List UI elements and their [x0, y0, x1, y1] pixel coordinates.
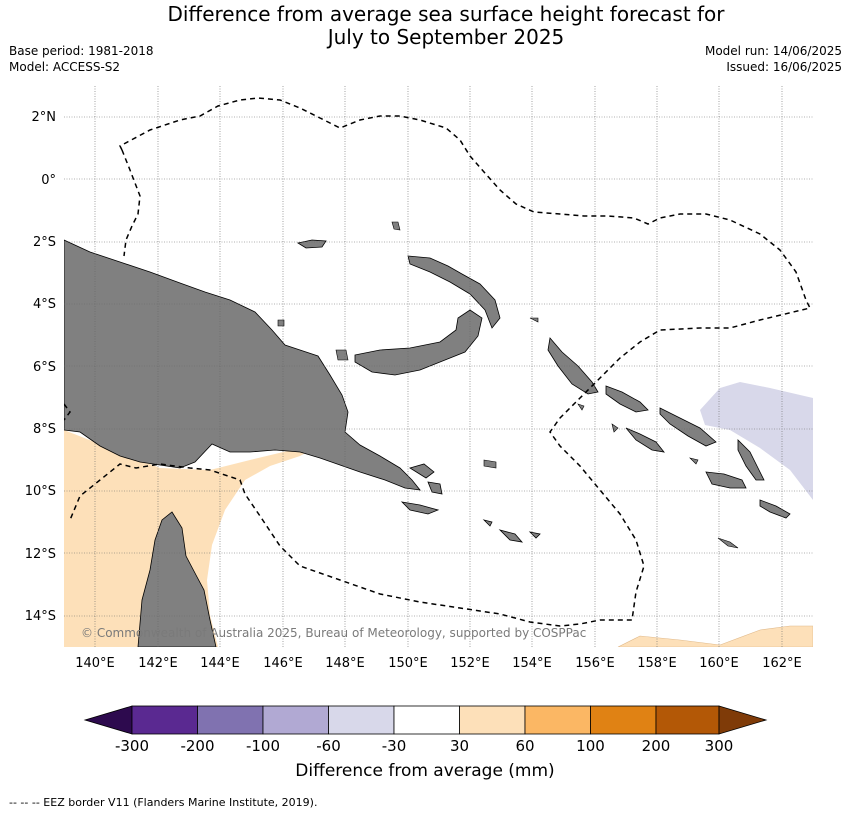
lat-tick-label: 12°S — [25, 547, 56, 562]
colorbar-tick-label: -100 — [246, 737, 280, 755]
land-cape-york — [137, 511, 217, 647]
eez-footnote: -- -- -- EEZ border V11 (Flanders Marine… — [9, 796, 318, 809]
colorbar-segment — [459, 705, 526, 735]
anomaly-negative-east — [700, 382, 813, 500]
colorbar-label: Difference from average (mm) — [295, 761, 555, 781]
colorbar-tick-label: -300 — [115, 737, 149, 755]
anomaly-positive-south — [617, 625, 813, 647]
lon-tick-label: 150°E — [388, 656, 428, 671]
issued-date: Issued: 16/06/2025 — [726, 60, 842, 74]
lon-tick-label: 144°E — [200, 656, 240, 671]
colorbar — [83, 705, 768, 735]
colorbar-segment — [393, 705, 460, 735]
lon-tick-label: 140°E — [75, 656, 115, 671]
eez-border-torres — [64, 403, 71, 421]
copyright-notice: © Commonwealth of Australia 2025, Bureau… — [81, 626, 586, 640]
lon-tick-label: 162°E — [762, 656, 802, 671]
land-makira — [759, 499, 791, 519]
colorbar-tick-label: -200 — [180, 737, 214, 755]
lat-tick-label: 8°S — [33, 422, 56, 437]
title-line-1: Difference from average sea surface heig… — [167, 2, 725, 26]
land-malaita — [737, 439, 765, 481]
lon-axis: 140°E 142°E 144°E 146°E 148°E 150°E 152°… — [75, 656, 802, 671]
colorbar-segment — [328, 705, 395, 735]
anomaly-positive-west — [64, 430, 330, 647]
colorbar-extend-high — [718, 705, 768, 735]
colorbar-tick-label: 60 — [515, 737, 534, 755]
lat-tick-label: 2°S — [33, 235, 56, 250]
lat-tick-label: 2°N — [32, 110, 57, 125]
base-period: Base period: 1981-2018 — [9, 44, 154, 58]
land-choiseul — [605, 385, 649, 413]
lat-tick-label: 4°S — [33, 297, 56, 312]
land-guadalcanal — [705, 471, 747, 489]
lat-tick-label: 0° — [41, 173, 56, 188]
colorbar-segment — [131, 705, 198, 735]
graticule — [64, 86, 813, 647]
lon-tick-label: 158°E — [637, 656, 677, 671]
land-dentrecasteaux — [400, 463, 443, 515]
land-small-islands — [277, 221, 739, 549]
colorbar-tick-label: 200 — [642, 737, 671, 755]
lat-tick-label: 6°S — [33, 360, 56, 375]
run-info-right: Model run: 14/06/2025 Issued: 16/06/2025 — [705, 43, 842, 75]
lat-tick-label: 10°S — [25, 484, 56, 499]
lon-tick-label: 156°E — [575, 656, 615, 671]
lon-tick-label: 142°E — [138, 656, 178, 671]
colorbar-ticks: -300 -200 -100 -60 -30 30 60 100 200 300 — [115, 737, 733, 755]
lon-tick-label: 146°E — [263, 656, 303, 671]
colorbar-tick-label: 100 — [576, 737, 605, 755]
map-content — [64, 86, 813, 647]
lon-tick-label: 152°E — [450, 656, 490, 671]
colorbar-extend-low — [83, 705, 133, 735]
lon-tick-label: 160°E — [699, 656, 739, 671]
colorbar-segment — [524, 705, 591, 735]
lat-tick-label: 14°S — [25, 609, 56, 624]
model-run: Model run: 14/06/2025 — [704, 44, 842, 58]
lon-tick-label: 154°E — [512, 656, 552, 671]
land-santa-isabel — [659, 407, 717, 447]
land-louisiade — [482, 519, 541, 543]
colorbar-segment — [590, 705, 657, 735]
colorbar-tick-label: 300 — [705, 737, 734, 755]
model-name: Model: ACCESS-S2 — [9, 60, 121, 74]
lon-tick-label: 148°E — [325, 656, 365, 671]
land-new-guinea — [64, 239, 421, 491]
eez-border-west — [121, 149, 141, 257]
colorbar-segment — [197, 705, 264, 735]
title-line-2: July to September 2025 — [327, 25, 565, 49]
land-new-ireland — [407, 255, 501, 329]
colorbar-segment — [262, 705, 329, 735]
colorbar-tick-label: 30 — [450, 737, 469, 755]
run-info-left: Base period: 1981-2018 Model: ACCESS-S2 — [9, 43, 154, 75]
colorbar-segment — [655, 705, 720, 735]
land-new-georgia — [625, 427, 665, 453]
colorbar-tick-label: -60 — [316, 737, 341, 755]
lat-axis: 2°N 0° 2°S 4°S 6°S 8°S 10°S 12°S 14°S — [25, 110, 56, 624]
colorbar-tick-label: -30 — [382, 737, 407, 755]
land-new-britain — [354, 309, 483, 376]
page-title: Difference from average sea surface heig… — [0, 3, 850, 49]
land-bougainville — [547, 337, 599, 395]
